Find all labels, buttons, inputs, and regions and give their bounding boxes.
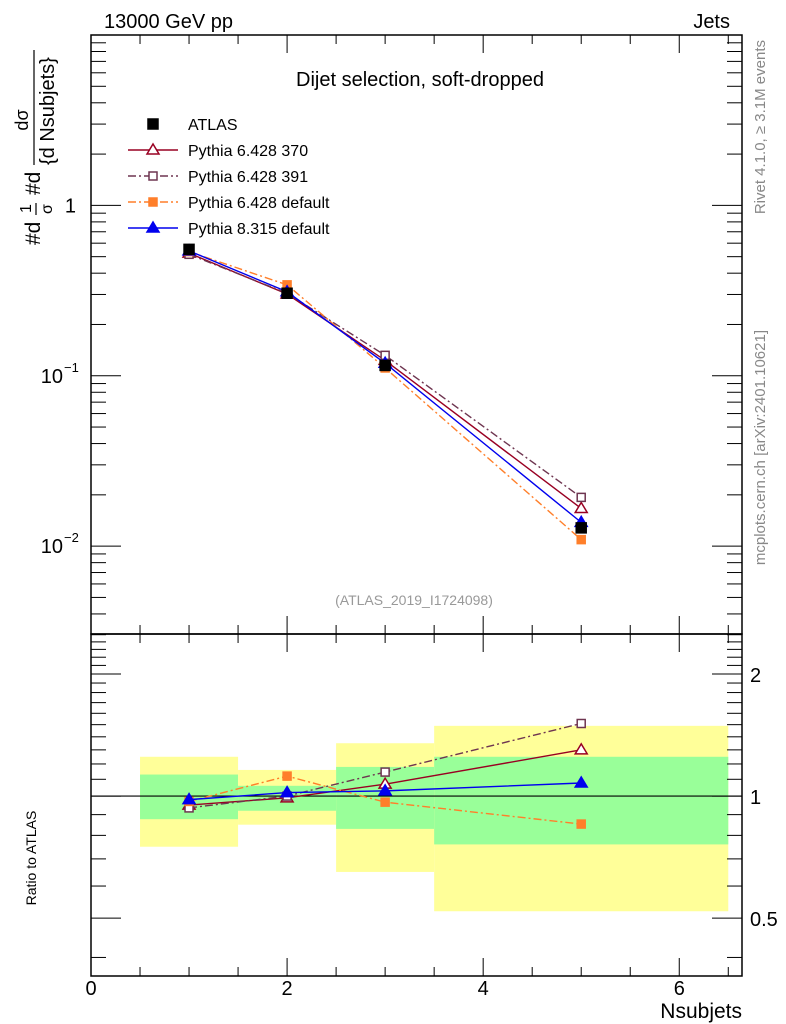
marker-triangle (145, 220, 161, 233)
series-line (188, 250, 582, 541)
y-label-part: dσ (12, 109, 32, 130)
legend-item: ATLAS (147, 117, 238, 134)
marker-square (575, 522, 587, 534)
marker-triangle (573, 742, 589, 755)
marker-square (148, 171, 158, 181)
band-inner (434, 756, 729, 845)
marker-square (576, 718, 586, 729)
marker-triangle (377, 783, 393, 796)
series-pythia-8-315-default (181, 243, 589, 805)
x-tick-label: 0 (85, 978, 96, 1000)
marker-triangle (573, 775, 589, 788)
y-label-part: {d Nsubjets} (37, 57, 59, 165)
marker-triangle (573, 500, 589, 514)
marker-square (380, 797, 390, 807)
series-atlas-data (183, 243, 587, 534)
series-line (188, 250, 582, 523)
series-pythia-6-428-370 (181, 245, 589, 810)
legend-label: ATLAS (188, 117, 238, 134)
marker-triangle (145, 142, 161, 155)
chart-title: Dijet selection, soft-dropped (296, 69, 544, 91)
legend-item: Pythia 6.428 default (128, 195, 330, 212)
ratio-line (188, 782, 582, 801)
x-axis-label: Nsubjets (660, 1000, 742, 1023)
ratio-y-label: Ratio to ATLAS (23, 811, 39, 906)
marker-square (576, 534, 586, 545)
y-tick-label: 10 −1 (41, 360, 79, 388)
ratio-tick-label: 2 (750, 665, 761, 687)
ratio-line (188, 722, 582, 809)
ratio-tick-label: 1 (750, 787, 761, 809)
marker-square (281, 287, 293, 299)
marker-square (147, 118, 159, 130)
marker-triangle (279, 785, 295, 798)
marker-square (576, 492, 586, 503)
y-label-part: #d (22, 222, 45, 245)
y-axis-label: #d 1 σ #d dσ {d Nsubjets} (12, 50, 59, 245)
ratio-line (188, 775, 582, 825)
marker-square (380, 767, 390, 777)
watermark: (ATLAS_2019_I1724098) (335, 592, 493, 608)
legend-item: Pythia 6.428 370 (128, 142, 308, 160)
marker-square (183, 243, 195, 256)
marker-square (148, 197, 158, 207)
y-label-part: #d (22, 172, 45, 195)
plot-frame (90, 633, 743, 977)
marker-square (379, 359, 391, 372)
y-tick-base: 1 (65, 195, 76, 217)
ratio-bands (91, 725, 742, 912)
series-line (188, 253, 582, 498)
header-left: 13000 GeV pp (104, 11, 233, 33)
legend-label: Pythia 6.428 370 (188, 143, 308, 160)
legend-label: Pythia 8.315 default (188, 221, 330, 238)
y-tick-label: 10 −2 (41, 530, 79, 558)
header-right: Jets (693, 11, 730, 33)
series-lines (181, 243, 589, 829)
legend-label: Pythia 6.428 391 (188, 169, 308, 186)
y-tick-label: 1 (65, 195, 76, 217)
side-text-top: Rivet 4.1.0, ≥ 3.1M events (752, 40, 769, 214)
marker-triangle (181, 792, 197, 805)
marker-square (282, 771, 292, 781)
x-tick-label: 6 (674, 978, 685, 1000)
legend-item: Pythia 8.315 default (128, 220, 330, 238)
ratio-tick-label: 0.5 (750, 909, 778, 931)
x-tick-label: 2 (282, 978, 293, 1000)
y-tick-exp: −1 (64, 360, 79, 375)
marker-square (576, 819, 586, 829)
y-label-part: σ (39, 204, 56, 214)
legend-item: Pythia 6.428 391 (128, 169, 308, 186)
side-text-bottom: mcplots.cern.ch [arXiv:2401.10621] (752, 330, 769, 565)
y-tick-base: 10 (41, 536, 63, 558)
legend: ATLAS Pythia 6.428 370 Pythia 6.428 391 Pyt… (128, 117, 330, 238)
y-tick-exp: −2 (64, 530, 79, 545)
legend-label: Pythia 6.428 default (188, 195, 330, 212)
series-line (188, 252, 582, 510)
x-tick-label: 4 (478, 978, 489, 1000)
y-label-part: 1 (18, 204, 35, 213)
y-tick-base: 10 (41, 366, 63, 388)
